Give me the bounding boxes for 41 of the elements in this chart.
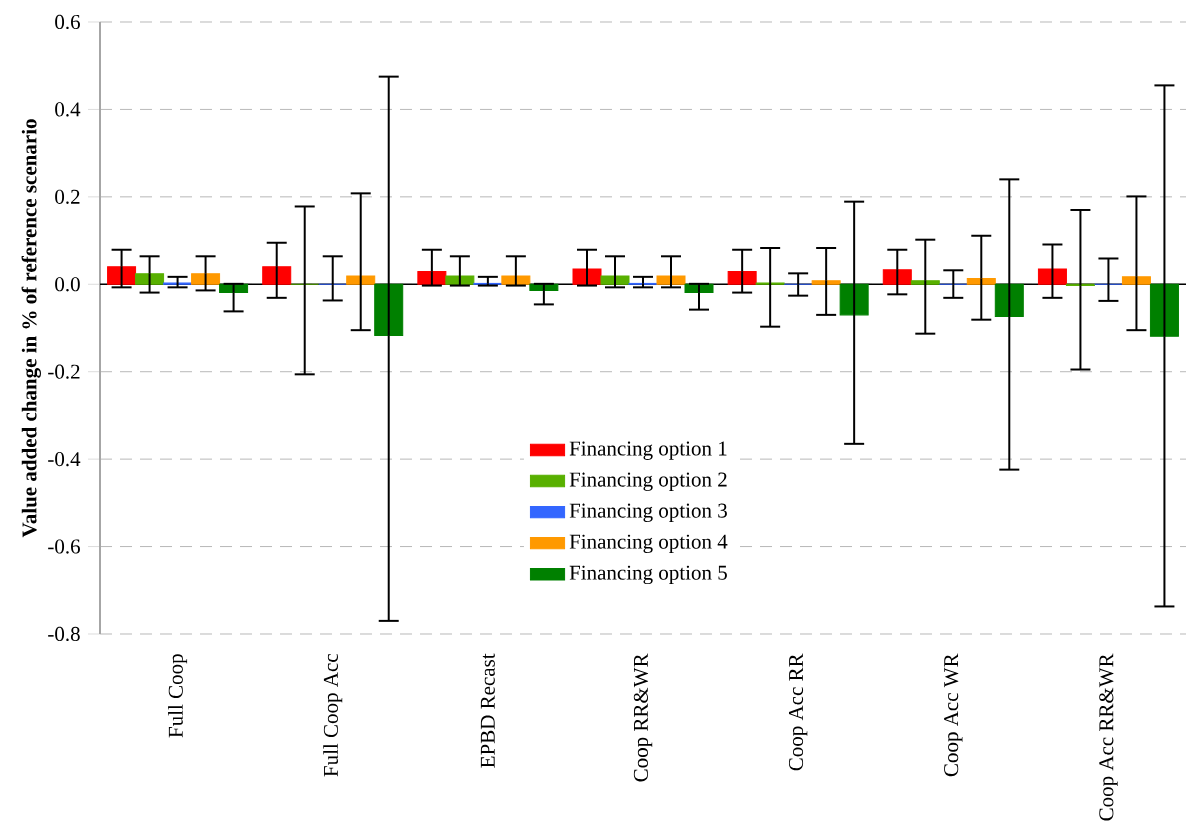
legend-label: Financing option 5 — [569, 565, 727, 585]
y-tick-label: -0.8 — [48, 626, 80, 642]
x-tick-label: Coop RR&WR — [633, 653, 653, 782]
x-tick-label: EPBD Recast — [480, 653, 495, 768]
y-axis-title: Value added change in % of reference scenario — [21, 119, 41, 538]
bar — [1121, 276, 1151, 285]
bar — [501, 275, 531, 285]
y-tick-label: 0.4 — [55, 102, 81, 117]
x-tick-label: Full Coop Acc — [323, 654, 343, 777]
bar — [994, 283, 1024, 318]
bar — [445, 275, 475, 285]
x-tick-label: Coop Acc RR — [788, 653, 808, 771]
y-tick-label: 0.2 — [55, 189, 80, 204]
bar — [191, 273, 221, 285]
legend-label: Financing option 2 — [569, 472, 727, 491]
legend-label: Financing option 3 — [569, 503, 727, 522]
bar — [727, 271, 757, 285]
bar — [262, 266, 292, 285]
bar — [839, 283, 869, 316]
bar — [1149, 283, 1179, 337]
bar — [966, 278, 996, 285]
y-tick-label: -0.2 — [48, 364, 80, 379]
y-tick-label: -0.4 — [48, 452, 81, 467]
bar — [374, 283, 404, 336]
bar — [910, 280, 940, 285]
bar — [346, 275, 376, 285]
bar — [811, 280, 841, 285]
bar — [882, 269, 912, 285]
y-tick-label: 0.0 — [55, 277, 80, 292]
legend-label: Financing option 1 — [569, 441, 727, 460]
bar — [600, 275, 630, 285]
legend-label: Financing option 4 — [569, 534, 728, 554]
y-tick-label: -0.6 — [48, 539, 80, 554]
bar — [1037, 268, 1067, 285]
bar — [417, 271, 447, 285]
x-tick-label: Coop Acc WR — [944, 653, 963, 777]
bar — [135, 273, 165, 285]
x-tick-label: Full Coop — [168, 654, 188, 738]
y-tick-label: 0.6 — [55, 14, 80, 30]
x-tick-label: Coop Acc RR&WR — [1099, 653, 1118, 821]
bar — [107, 266, 137, 285]
